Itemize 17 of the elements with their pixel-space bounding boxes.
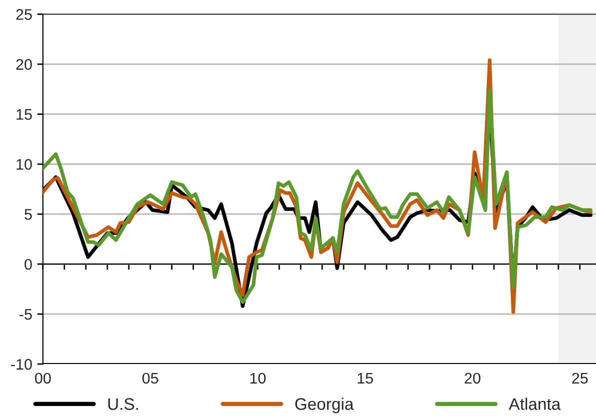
x-tick-label: 25 [572,372,588,384]
x-tick-label: 05 [142,372,158,384]
y-tick-label: 10 [16,158,32,170]
y-tick-label: 20 [16,59,32,70]
y-tick-label: 0 [24,258,32,270]
y-tick-label: 25 [16,9,32,20]
legend-label: U.S. [108,398,138,410]
x-tick-label: 15 [358,372,373,384]
y-tick-label: 15 [16,109,32,120]
y-tick-label: -10 [11,358,32,370]
legend-label: Georgia [295,398,354,414]
y-tick-label: -5 [20,309,32,320]
x-tick-label: 20 [464,372,480,384]
y-tick-label: 5 [24,209,32,220]
legend-label: Atlanta [508,398,561,410]
x-tick-label: 10 [250,372,266,384]
x-tick-label: 00 [35,372,51,384]
